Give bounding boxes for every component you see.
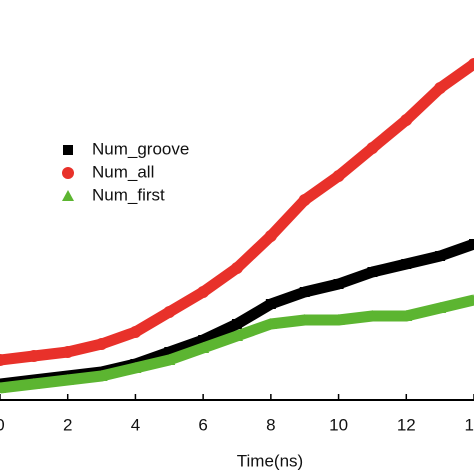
data-point — [332, 170, 345, 182]
x-tick-label: 8 — [266, 415, 275, 434]
x-tick-label: 2 — [63, 415, 72, 434]
data-point — [401, 259, 412, 269]
data-point — [299, 287, 310, 297]
series-line — [0, 294, 474, 394]
data-point — [366, 310, 379, 321]
data-point — [197, 286, 210, 298]
data-point — [231, 330, 243, 341]
data-point — [298, 194, 311, 206]
data-point — [366, 142, 379, 154]
data-point — [197, 342, 210, 353]
legend-label: Num_groove — [92, 139, 189, 158]
data-point — [61, 346, 74, 358]
data-point — [265, 299, 276, 309]
data-point — [469, 239, 474, 249]
legend-marker — [62, 167, 74, 179]
legend-marker — [63, 145, 73, 155]
data-point — [163, 354, 176, 365]
data-point — [27, 378, 40, 389]
data-point — [129, 326, 142, 338]
data-point — [264, 318, 277, 329]
data-point — [434, 82, 447, 94]
data-point — [164, 347, 175, 357]
data-point — [332, 314, 345, 325]
data-point — [129, 362, 142, 373]
data-point — [198, 335, 209, 345]
data-point — [434, 302, 447, 313]
data-point — [468, 58, 474, 70]
x-tick-label: 4 — [131, 415, 140, 434]
legend-label: Num_all — [92, 162, 154, 181]
legend-label: Num_first — [92, 185, 165, 204]
data-point — [298, 314, 311, 325]
x-tick-label: 0 — [0, 415, 5, 434]
data-point — [27, 350, 40, 362]
x-axis-label: Time(ns) — [237, 451, 303, 470]
data-point — [232, 319, 242, 329]
data-point — [61, 374, 74, 385]
x-tick-label: 14 — [465, 415, 474, 434]
data-point — [264, 230, 277, 242]
x-tick-label: 10 — [329, 415, 348, 434]
data-point — [0, 354, 6, 366]
data-point — [400, 114, 413, 126]
data-point — [333, 279, 344, 289]
legend-marker — [62, 190, 74, 201]
x-tick-label: 6 — [198, 415, 207, 434]
data-point — [0, 382, 6, 393]
data-point — [400, 310, 413, 321]
data-point — [468, 294, 474, 305]
data-point — [163, 306, 176, 318]
data-point — [95, 370, 108, 381]
data-point — [367, 267, 378, 277]
x-tick-label: 12 — [397, 415, 416, 434]
data-point — [231, 262, 243, 274]
data-point — [95, 338, 108, 350]
data-point — [435, 251, 446, 261]
